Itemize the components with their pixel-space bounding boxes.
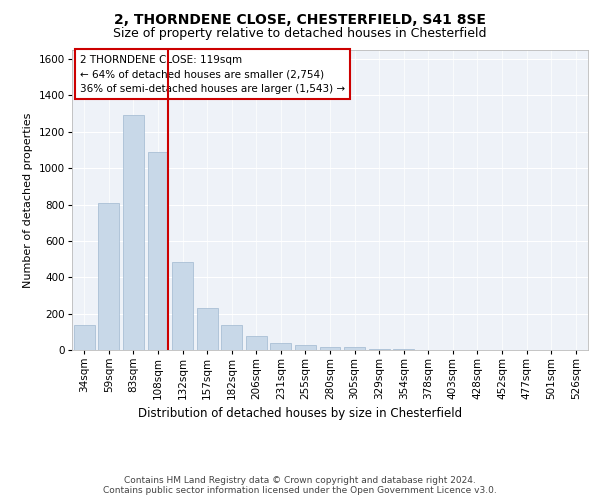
Bar [74, 324, 95, 350]
Bar [172, 262, 193, 350]
Text: 2 THORNDENE CLOSE: 119sqm
← 64% of detached houses are smaller (2,754)
36% of se: 2 THORNDENE CLOSE: 119sqm ← 64% of detac… [80, 54, 345, 94]
Bar [123, 114, 144, 350]
Bar [271, 342, 292, 350]
Bar [246, 336, 267, 350]
Text: Distribution of detached houses by size in Chesterfield: Distribution of detached houses by size … [138, 408, 462, 420]
Bar [98, 202, 119, 350]
Text: 2, THORNDENE CLOSE, CHESTERFIELD, S41 8SE: 2, THORNDENE CLOSE, CHESTERFIELD, S41 8S… [114, 12, 486, 26]
Bar [368, 348, 389, 350]
Bar [344, 348, 365, 350]
Text: Size of property relative to detached houses in Chesterfield: Size of property relative to detached ho… [113, 28, 487, 40]
Bar [221, 326, 242, 350]
Text: Contains HM Land Registry data © Crown copyright and database right 2024.
Contai: Contains HM Land Registry data © Crown c… [103, 476, 497, 495]
Bar [148, 152, 169, 350]
Bar [320, 346, 340, 350]
Bar [295, 346, 316, 350]
Y-axis label: Number of detached properties: Number of detached properties [23, 112, 33, 288]
Bar [197, 308, 218, 350]
